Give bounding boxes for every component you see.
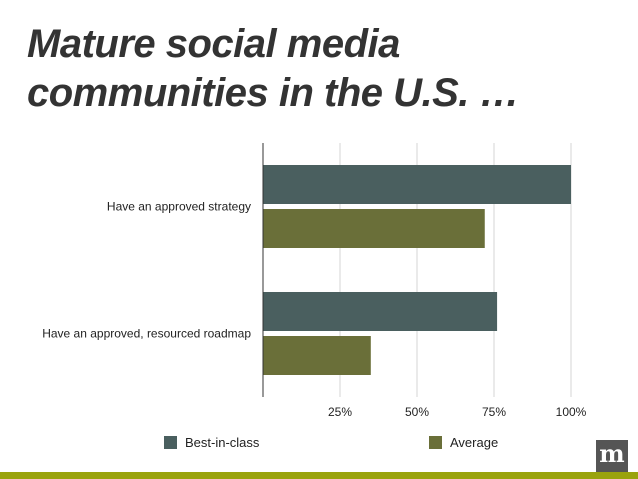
bar-1-0: [263, 209, 485, 248]
x-tick-label-3: 100%: [556, 405, 587, 419]
legend-item-average: Average: [429, 433, 498, 451]
legend-item-best-in-class: Best-in-class: [164, 433, 259, 451]
brand-logo: m: [596, 440, 628, 472]
legend-swatch-best-in-class: [164, 435, 177, 449]
bar-1-1: [263, 336, 371, 375]
x-tick-label-0: 25%: [328, 405, 352, 419]
legend-swatch-average: [429, 435, 442, 449]
footer-bar: [0, 472, 638, 479]
x-tick-label-1: 50%: [405, 405, 429, 419]
bar-0-1: [263, 292, 498, 331]
legend-label-best-in-class: Best-in-class: [185, 434, 260, 450]
chart-title: Mature social media communities in the U…: [27, 22, 520, 115]
category-label-1: Have an approved, resourced roadmap: [42, 327, 251, 341]
category-label-0: Have an approved strategy: [107, 200, 251, 214]
legend-label-average: Average: [450, 434, 499, 450]
x-tick-label-2: 75%: [482, 405, 506, 419]
bar-0-0: [263, 165, 571, 204]
